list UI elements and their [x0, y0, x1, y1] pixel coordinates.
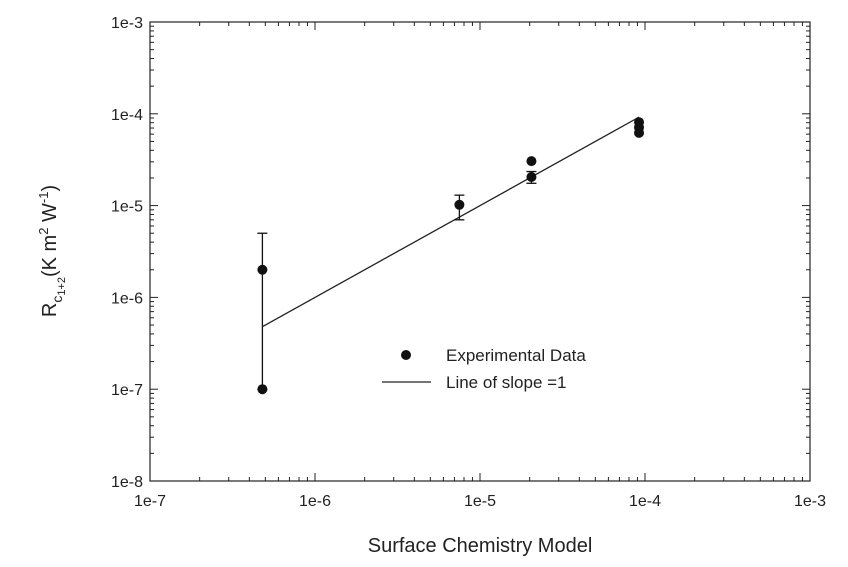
- data-point: [257, 384, 268, 395]
- x-axis-title: Surface Chemistry Model: [368, 535, 593, 557]
- y-tick-label: 1e-3: [111, 15, 143, 32]
- y-tick-label: 1e-4: [111, 107, 143, 124]
- data-point: [257, 264, 268, 275]
- slope-one-line: [262, 116, 640, 328]
- series-layer: [257, 116, 645, 395]
- y-axis-title: Rc1+2(K m2 W-1): [36, 185, 68, 317]
- legend-label-experimental: Experimental Data: [446, 346, 586, 365]
- data-point: [526, 156, 537, 167]
- y-tick-label: 1e-8: [111, 474, 143, 491]
- x-tick-label: 1e-7: [134, 493, 166, 510]
- x-tick-label: 1e-6: [299, 493, 331, 510]
- y-tick-label: 1e-7: [111, 382, 143, 399]
- y-axis-title-mid: W: [39, 203, 61, 228]
- y-tick-label: 1e-5: [111, 199, 143, 216]
- y-axis-title-sub: c: [49, 296, 65, 303]
- ticks: [149, 21, 811, 482]
- y-axis-title-close: ): [39, 185, 61, 192]
- x-tick-label: 1e-4: [629, 493, 661, 510]
- y-tick-label: 1e-6: [111, 290, 143, 307]
- y-axis-title-subsub: 1+2: [56, 277, 68, 296]
- data-point: [454, 199, 465, 210]
- data-point: [634, 127, 645, 138]
- x-tick-label: 1e-5: [464, 493, 496, 510]
- data-point: [526, 171, 537, 182]
- y-axis-title-base: R: [39, 303, 61, 317]
- x-tick-labels: 1e-7 1e-6 1e-5 1e-4 1e-3: [134, 493, 826, 510]
- y-tick-labels: 1e-8 1e-7 1e-6 1e-5 1e-4 1e-3: [111, 15, 143, 491]
- plot-frame: [149, 21, 811, 482]
- y-axis-title-sup2: -1: [36, 192, 51, 204]
- legend-label-slope: Line of slope =1: [446, 373, 567, 392]
- y-axis-title-units: (K m: [39, 235, 61, 277]
- y-axis-title-sup1: 2: [36, 228, 51, 235]
- legend: Experimental Data Line of slope =1: [382, 346, 586, 392]
- legend-marker-experimental: [401, 350, 411, 360]
- x-tick-label: 1e-3: [794, 493, 826, 510]
